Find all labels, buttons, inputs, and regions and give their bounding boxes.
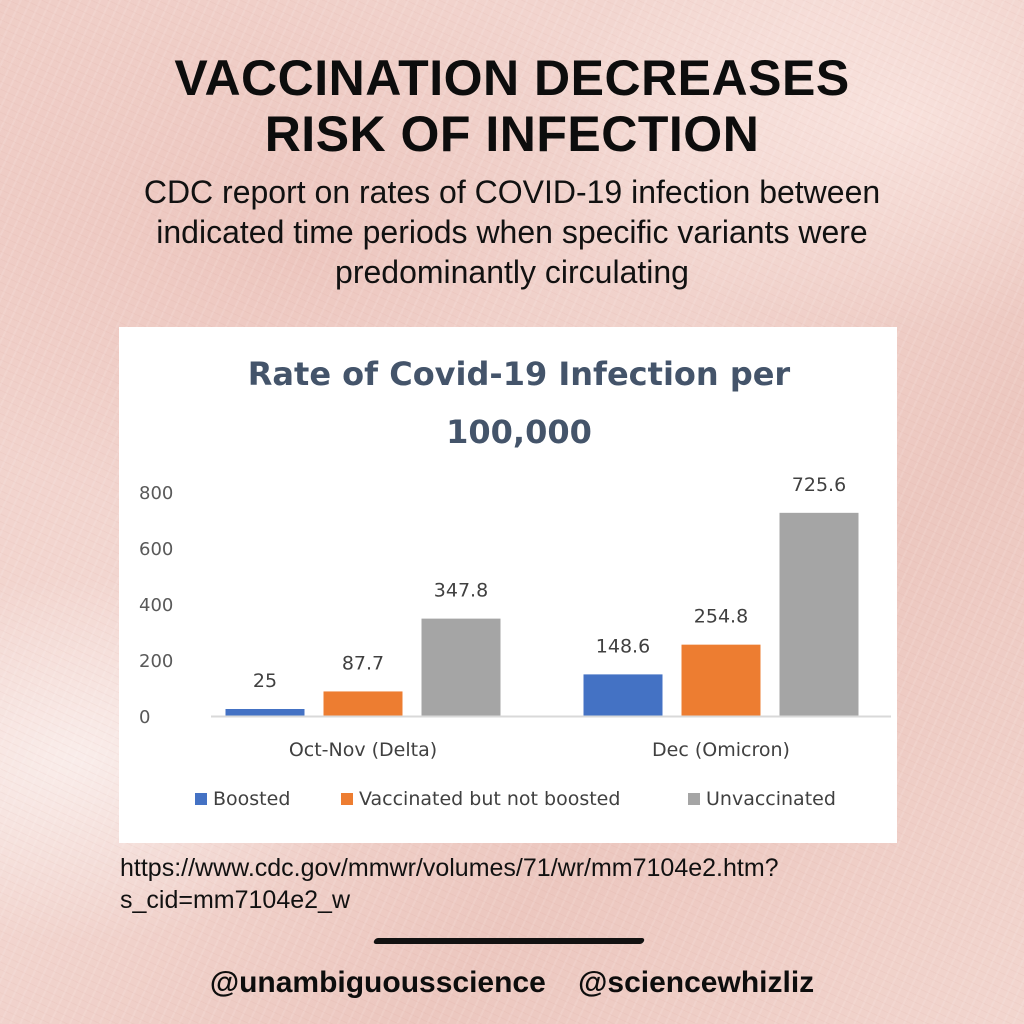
y-axis: 0 200 400 600 800 [139,483,173,728]
data-label: 148.6 [596,635,650,657]
subheading-line-1: CDC report on rates of COVID-19 infectio… [143,174,881,210]
legend-label: Boosted [213,788,290,810]
handle-sciencewhizliz[interactable]: @sciencewhizliz [578,966,815,999]
y-tick-label: 800 [139,483,173,504]
legend-label: Unvaccinated [706,788,836,810]
chart-card: Rate of Covid-19 Infection per 100,000 0 2… [119,327,897,843]
data-label: 25 [253,670,277,692]
x-category-label: Dec (Omicron) [652,739,790,761]
subheading-line-3: predominantly circulating [335,254,689,290]
bar-vaccinated-but-not-boosted-1 [681,644,761,716]
bar-unvaccinated-1 [779,512,859,716]
handle-unambiguousscience[interactable]: @unambiguousscience [209,966,546,999]
brush-divider [372,938,646,944]
headline-line-1: VACCINATION DECREASES [174,50,850,106]
data-label: 254.8 [694,606,748,628]
data-label: 87.7 [342,652,384,674]
x-category-label: Oct-Nov (Delta) [289,739,437,761]
y-tick-label: 400 [139,595,173,616]
y-tick-label: 200 [139,651,173,672]
chart-title-line-2: 100,000 [446,413,592,451]
headline-line-2: RISK OF INFECTION [264,106,760,162]
social-handles: @unambiguousscience @sciencewhizliz [0,966,1024,1000]
source-link[interactable]: https://www.cdc.gov/mmwr/volumes/71/wr/m… [120,852,980,916]
data-label: 347.8 [434,580,488,602]
bar-chart: Rate of Covid-19 Infection per 100,000 0 2… [139,355,891,810]
legend-swatch [341,793,353,805]
bar-boosted-1 [583,674,663,716]
legend: Boosted Vaccinated but not boosted Unvacci… [195,788,836,810]
headline: VACCINATION DECREASES RISK OF INFECTION [0,50,1024,162]
bar-unvaccinated-0 [421,618,501,716]
bars: 25 87.7 347.8 148.6 254.8 725.6 [225,474,859,716]
y-tick-label: 600 [139,539,173,560]
subheading: CDC report on rates of COVID-19 infectio… [40,172,984,292]
y-tick-label: 0 [139,707,150,728]
source-url-line-1[interactable]: https://www.cdc.gov/mmwr/volumes/71/wr/m… [120,854,779,882]
legend-swatch [195,793,207,805]
bar-boosted-0 [225,709,305,716]
chart-title: Rate of Covid-19 Infection per 100,000 [248,355,791,451]
x-axis: Oct-Nov (Delta) Dec (Omicron) [211,715,891,761]
chart-title-line-1: Rate of Covid-19 Infection per [248,355,791,393]
source-url-line-2[interactable]: s_cid=mm7104e2_w [120,886,350,914]
bar-vaccinated-but-not-boosted-0 [323,691,403,716]
data-label: 725.6 [792,474,846,496]
legend-swatch [688,793,700,805]
subheading-line-2: indicated time periods when specific var… [156,214,868,250]
legend-label: Vaccinated but not boosted [359,788,620,810]
